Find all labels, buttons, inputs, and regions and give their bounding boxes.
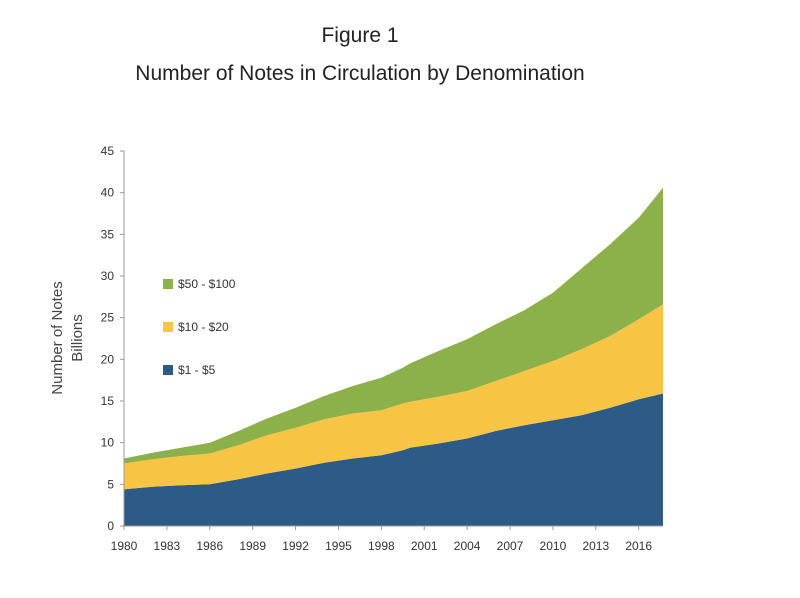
y-tick-label: 15 xyxy=(101,394,115,408)
y-tick-label: 10 xyxy=(101,436,115,450)
legend-label: $10 - $20 xyxy=(178,320,229,334)
x-tick-label: 2013 xyxy=(582,539,609,553)
legend-swatch xyxy=(163,365,173,375)
x-tick-label: 2001 xyxy=(411,539,438,553)
legend-swatch xyxy=(163,322,173,332)
y-tick-label: 30 xyxy=(101,269,115,283)
y-axis-label: Number of Notes xyxy=(49,281,66,394)
legend-swatch xyxy=(163,279,173,289)
x-tick-label: 1986 xyxy=(196,539,223,553)
legend-label: $1 - $5 xyxy=(178,363,216,377)
y-tick-label: 0 xyxy=(107,519,114,533)
y-tick-label: 45 xyxy=(101,144,115,158)
legend-label: $50 - $100 xyxy=(178,277,236,291)
y-tick-label: 40 xyxy=(101,186,115,200)
y-tick-label: 20 xyxy=(101,352,115,366)
y-tick-label: 35 xyxy=(101,227,115,241)
x-tick-label: 1980 xyxy=(111,539,138,553)
x-tick-label: 2004 xyxy=(454,539,481,553)
x-tick-label: 2010 xyxy=(540,539,567,553)
area-series-2 xyxy=(124,304,663,490)
series-areas xyxy=(124,187,663,526)
area-series-3 xyxy=(124,187,663,464)
chart-title: Figure 1 xyxy=(321,24,399,47)
y-tick-label: 25 xyxy=(101,311,115,325)
chart-axes: 0 5 10 15 20 25 30 35 40 45 1980 1983 1986 1989 1992 19… xyxy=(101,144,663,553)
x-tick-label: 1989 xyxy=(239,539,266,553)
area-series-1 xyxy=(124,393,663,526)
y-tick-label: 5 xyxy=(107,477,114,491)
x-tick-label: 1998 xyxy=(368,539,395,553)
x-tick-label: 1983 xyxy=(154,539,181,553)
x-tick-label: 2016 xyxy=(625,539,652,553)
x-tick-label: 2007 xyxy=(497,539,524,553)
x-tick-label: 1995 xyxy=(325,539,352,553)
x-tick-label: 1992 xyxy=(282,539,309,553)
chart-legend: $50 - $100 $10 - $20 $1 - $5 xyxy=(163,277,236,377)
y-axis-unit-label: Billions xyxy=(69,314,86,362)
chart-subtitle: Number of Notes in Circulation by Denomi… xyxy=(135,62,585,85)
